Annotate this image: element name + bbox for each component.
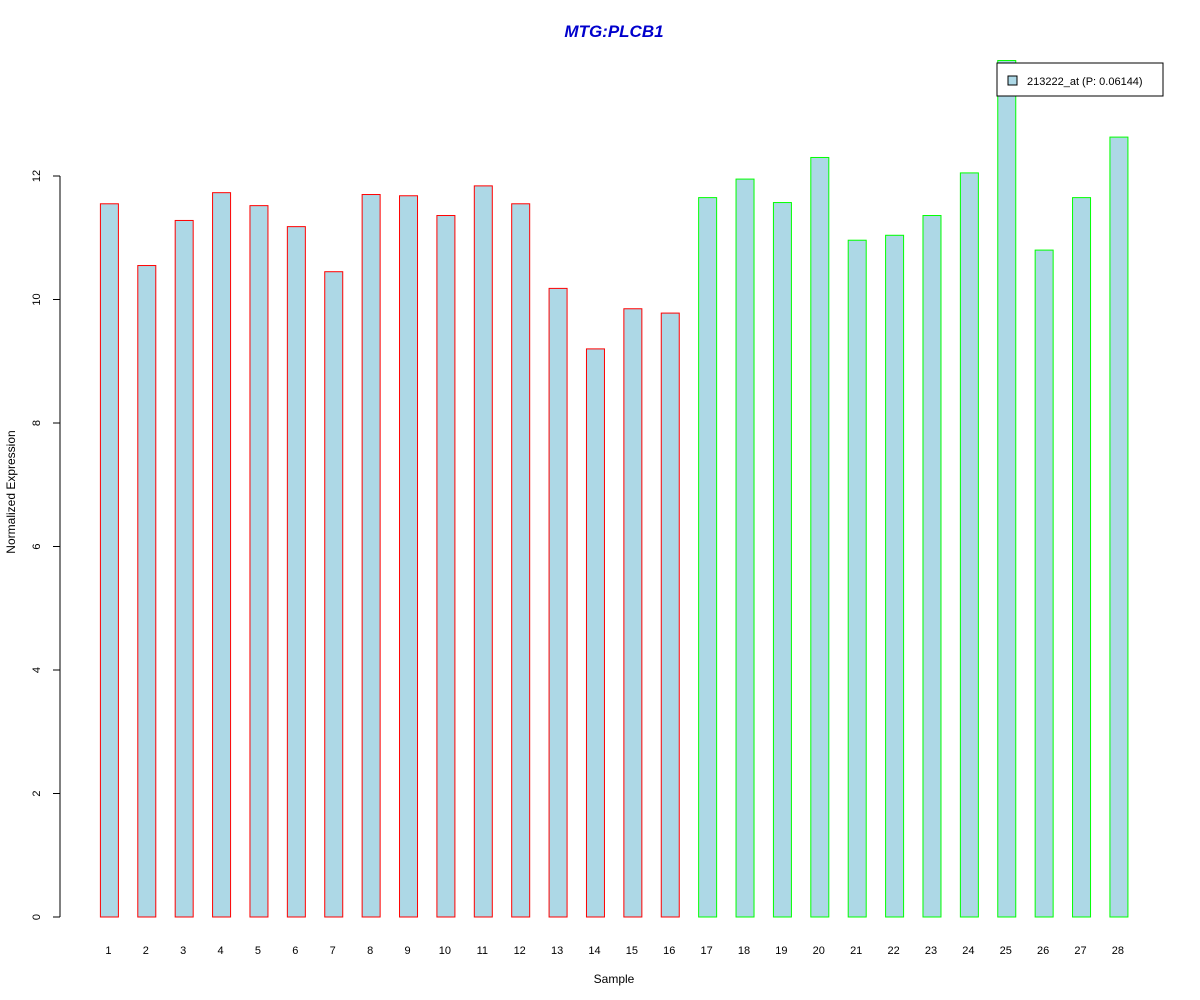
bar (174, 219, 194, 918)
bar (548, 287, 568, 918)
y-tick-label: 8 (31, 420, 43, 426)
x-tick-label: 26 (1037, 945, 1049, 957)
bar (249, 205, 269, 918)
x-tick-label: 6 (292, 945, 298, 957)
x-tick-label: 17 (701, 945, 713, 957)
x-tick-label: 11 (477, 945, 488, 957)
x-tick-label: 13 (551, 945, 563, 957)
bar (436, 215, 456, 918)
legend: 213222_at (P: 0.06144) (996, 62, 1164, 97)
x-tick-label: 2 (143, 945, 149, 957)
x-tick-label: 14 (588, 945, 600, 957)
bar (399, 195, 419, 918)
x-tick-label: 9 (404, 945, 410, 957)
y-axis-label: Normalized Expression (4, 430, 18, 553)
x-tick-label: 15 (626, 945, 638, 957)
bar (772, 202, 792, 918)
legend-swatch (1007, 75, 1018, 86)
x-tick-label: 18 (738, 945, 750, 957)
x-tick-label: 20 (813, 945, 825, 957)
bar (511, 203, 531, 918)
x-tick-label: 3 (180, 945, 186, 957)
bar (1072, 197, 1092, 918)
x-tick-label: 4 (218, 945, 224, 957)
bar (361, 194, 381, 918)
x-tick-label: 19 (775, 945, 787, 957)
x-tick-label: 12 (514, 945, 526, 957)
bar (99, 203, 119, 918)
bar (660, 312, 680, 918)
x-tick-label: 24 (962, 945, 974, 957)
bar (473, 185, 493, 918)
x-tick-labels: 1 2 3 4 5 6 7 8 9 10 11 12 13 14 15 16 17 18 19 20 21 22 23 24 2… (105, 945, 1124, 957)
y-tick-label: 4 (31, 667, 43, 673)
x-tick-label: 8 (367, 945, 373, 957)
x-tick-label: 28 (1112, 945, 1124, 957)
legend-label: 213222_at (P: 0.06144) (1027, 76, 1143, 88)
bar (885, 234, 905, 918)
y-tick-label: 10 (31, 293, 43, 305)
bar (286, 226, 306, 918)
x-tick-label: 21 (850, 945, 862, 957)
y-tick-label: 12 (31, 170, 43, 182)
bar (810, 156, 830, 918)
x-tick-label: 27 (1074, 945, 1086, 957)
bar (212, 192, 232, 918)
y-tick-label: 2 (31, 790, 43, 796)
bar (735, 178, 755, 918)
bar (698, 197, 718, 918)
x-tick-label: 16 (663, 945, 675, 957)
y-tick-label: 0 (31, 914, 43, 920)
x-tick-label: 7 (330, 945, 336, 957)
x-axis-label: Sample (594, 972, 635, 986)
x-tick-label: 25 (1000, 945, 1012, 957)
bar (922, 215, 942, 918)
y-tick-label: 6 (31, 543, 43, 549)
x-tick-label: 23 (925, 945, 937, 957)
bar (847, 239, 867, 918)
x-tick-label: 22 (887, 945, 899, 957)
bar (959, 172, 979, 918)
y-axis: 0 2 4 6 8 10 12 (31, 170, 61, 920)
chart-title: MTG:PLCB1 (564, 22, 663, 41)
x-tick-label: 5 (255, 945, 261, 957)
bar (1034, 249, 1054, 918)
bars (99, 60, 1129, 918)
bar (585, 348, 605, 918)
legend-box (996, 62, 1164, 97)
bar (324, 271, 344, 918)
bar (623, 308, 643, 918)
bar (997, 60, 1017, 918)
x-tick-label: 1 (105, 945, 111, 957)
bar (1109, 136, 1129, 918)
x-tick-label: 10 (439, 945, 451, 957)
bar (137, 265, 157, 918)
